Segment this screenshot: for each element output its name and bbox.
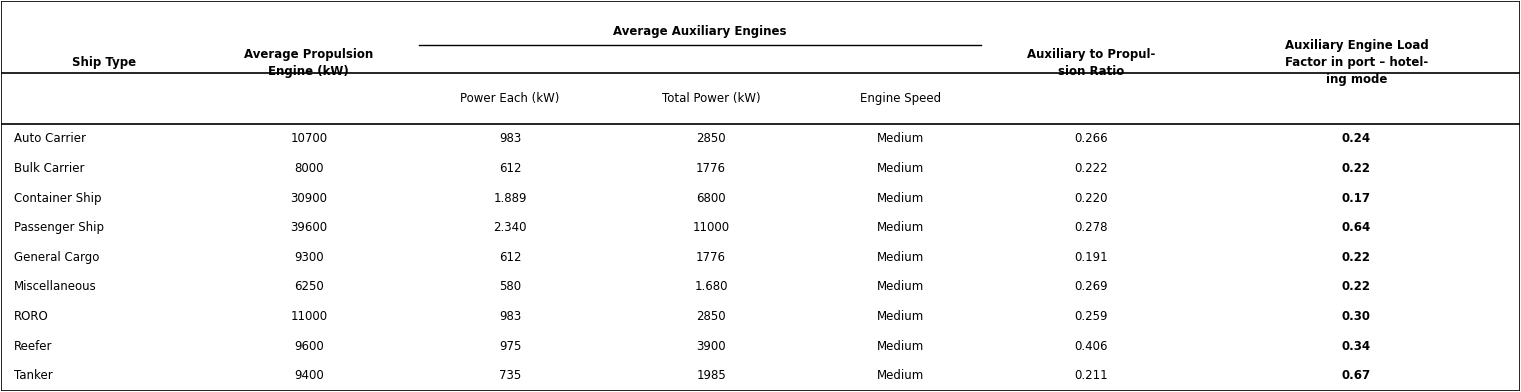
Text: 983: 983 [499,132,522,145]
Text: 9600: 9600 [294,340,324,353]
Text: 1.889: 1.889 [493,192,526,205]
Text: General Cargo: General Cargo [14,251,99,264]
Text: 1.680: 1.680 [695,280,729,294]
Text: 0.22: 0.22 [1342,162,1370,175]
Text: 3900: 3900 [697,340,726,353]
Text: Container Ship: Container Ship [14,192,100,205]
Text: 0.269: 0.269 [1074,280,1107,294]
Text: 10700: 10700 [291,132,327,145]
Text: 0.30: 0.30 [1342,310,1370,323]
Text: Medium: Medium [878,221,925,234]
Text: RORO: RORO [14,310,49,323]
Text: Average Propulsion
Engine (kW): Average Propulsion Engine (kW) [245,48,374,78]
Text: Bulk Carrier: Bulk Carrier [14,162,84,175]
Text: 983: 983 [499,310,522,323]
Text: 1776: 1776 [697,162,726,175]
Text: Total Power (kW): Total Power (kW) [662,92,760,105]
Text: 0.211: 0.211 [1074,369,1107,382]
Text: 30900: 30900 [291,192,327,205]
Text: 0.34: 0.34 [1342,340,1370,353]
Text: Medium: Medium [878,251,925,264]
Text: 1776: 1776 [697,251,726,264]
Text: 8000: 8000 [294,162,324,175]
Text: 0.259: 0.259 [1074,310,1107,323]
Text: 0.406: 0.406 [1074,340,1107,353]
Text: 0.266: 0.266 [1074,132,1107,145]
Text: 0.191: 0.191 [1074,251,1107,264]
Text: 0.64: 0.64 [1342,221,1370,234]
Text: Reefer: Reefer [14,340,52,353]
Text: Medium: Medium [878,310,925,323]
Text: 2.340: 2.340 [493,221,526,234]
Text: 0.17: 0.17 [1342,192,1370,205]
Text: 6250: 6250 [294,280,324,294]
Text: Medium: Medium [878,369,925,382]
Text: 0.67: 0.67 [1342,369,1370,382]
Text: Average Auxiliary Engines: Average Auxiliary Engines [613,25,786,38]
Text: Medium: Medium [878,340,925,353]
Text: Medium: Medium [878,132,925,145]
Text: 11000: 11000 [291,310,327,323]
Text: Miscellaneous: Miscellaneous [14,280,96,294]
Text: 0.222: 0.222 [1074,162,1107,175]
Text: Auxiliary Engine Load
Factor in port – hotel-
ing mode: Auxiliary Engine Load Factor in port – h… [1285,39,1428,86]
Text: 1985: 1985 [697,369,726,382]
Text: Power Each (kW): Power Each (kW) [461,92,560,105]
Text: 975: 975 [499,340,522,353]
Text: 580: 580 [499,280,522,294]
Text: 6800: 6800 [697,192,726,205]
Text: 0.22: 0.22 [1342,251,1370,264]
Text: 9300: 9300 [294,251,324,264]
Text: 0.278: 0.278 [1074,221,1107,234]
Text: Medium: Medium [878,162,925,175]
Text: Medium: Medium [878,192,925,205]
Text: 612: 612 [499,251,522,264]
Text: 39600: 39600 [291,221,327,234]
Text: 612: 612 [499,162,522,175]
Text: 2850: 2850 [697,132,726,145]
Text: Passenger Ship: Passenger Ship [14,221,103,234]
Text: 11000: 11000 [692,221,730,234]
Text: Ship Type: Ship Type [71,56,135,69]
Text: 9400: 9400 [294,369,324,382]
Text: 735: 735 [499,369,522,382]
Text: 0.22: 0.22 [1342,280,1370,294]
Text: 2850: 2850 [697,310,726,323]
Text: Auto Carrier: Auto Carrier [14,132,85,145]
Text: Engine Speed: Engine Speed [861,92,941,105]
Text: Tanker: Tanker [14,369,52,382]
Text: 0.220: 0.220 [1074,192,1107,205]
Text: 0.24: 0.24 [1342,132,1370,145]
Text: Auxiliary to Propul-
sion Ratio: Auxiliary to Propul- sion Ratio [1027,48,1154,78]
Text: Medium: Medium [878,280,925,294]
